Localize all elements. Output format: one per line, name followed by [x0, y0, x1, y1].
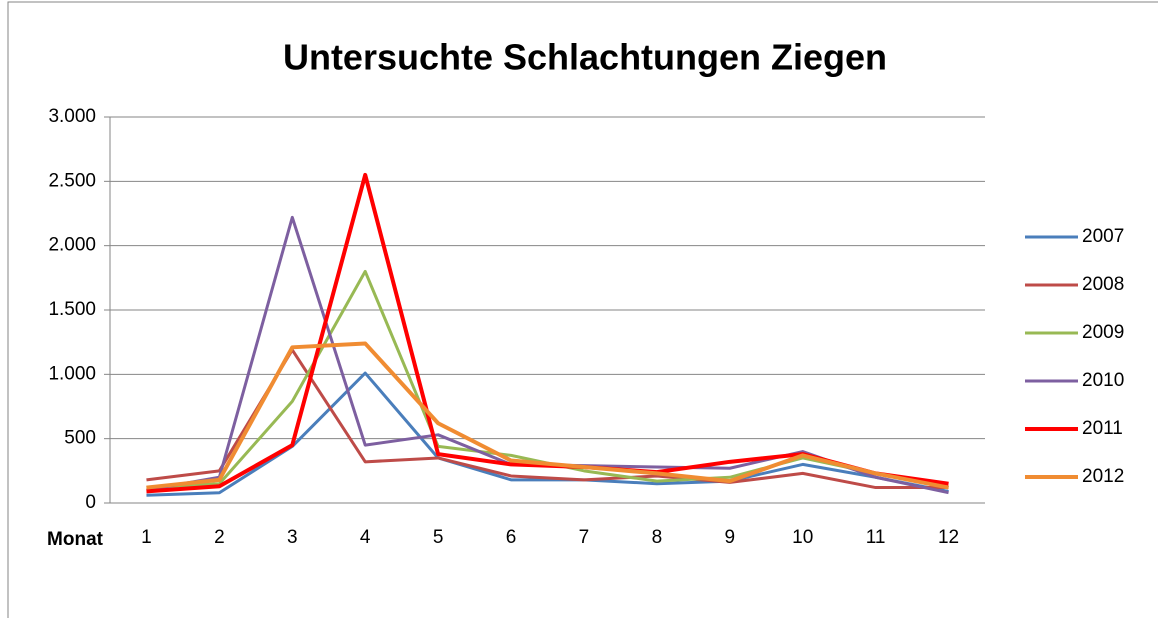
- x-tick-label: 8: [652, 527, 663, 548]
- legend-label: 2009: [1082, 322, 1124, 343]
- y-tick-label: 1.500: [48, 299, 96, 320]
- legend-label: 2007: [1082, 226, 1124, 247]
- y-tick-label: 2.000: [48, 235, 96, 256]
- legend-label: 2012: [1082, 466, 1124, 487]
- x-tick-label: 2: [214, 527, 225, 548]
- x-tick-label: 1: [141, 527, 152, 548]
- y-tick-label: 0: [85, 492, 96, 513]
- chart-title: Untersuchte Schlachtungen Ziegen: [283, 37, 887, 78]
- y-tick-label: 3.000: [48, 106, 96, 127]
- legend-label: 2011: [1082, 418, 1123, 439]
- x-tick-label: 12: [938, 527, 959, 548]
- y-tick-label: 500: [64, 428, 96, 449]
- legend-label: 2010: [1082, 370, 1124, 391]
- x-tick-label: 9: [725, 527, 736, 548]
- x-tick-label: 7: [579, 527, 590, 548]
- x-tick-label: 5: [433, 527, 444, 548]
- x-tick-label: 6: [506, 527, 517, 548]
- legend-label: 2008: [1082, 274, 1124, 295]
- x-tick-label: 10: [792, 527, 813, 548]
- y-tick-label: 1.000: [48, 363, 96, 384]
- x-tick-label: 11: [866, 527, 886, 548]
- x-tick-label: 3: [287, 527, 298, 548]
- y-tick-label: 2.500: [48, 170, 96, 191]
- x-tick-label: 4: [360, 527, 371, 548]
- x-axis-label: Monat: [47, 529, 104, 550]
- series-line: [146, 341, 949, 490]
